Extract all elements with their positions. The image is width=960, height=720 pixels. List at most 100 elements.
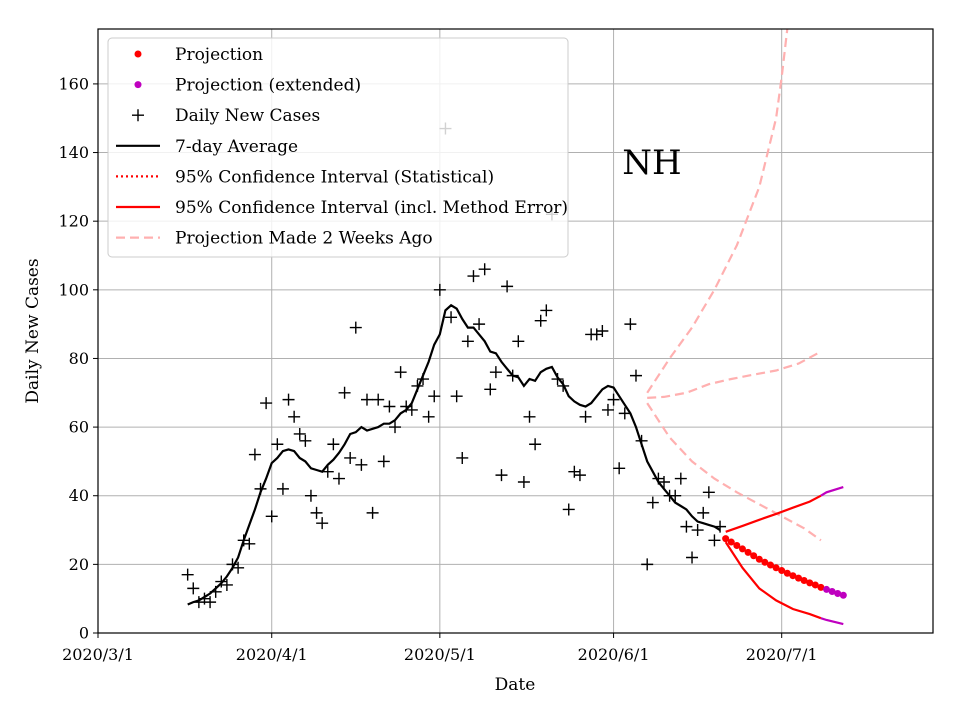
daily-cases-marker xyxy=(243,537,256,550)
plot-area xyxy=(181,29,847,626)
daily-cases-marker xyxy=(265,510,278,523)
daily-cases-marker xyxy=(372,393,385,406)
daily-cases-marker xyxy=(562,503,575,516)
daily-cases-marker xyxy=(680,520,693,533)
projection-point xyxy=(789,572,797,580)
daily-cases-marker xyxy=(360,393,373,406)
daily-cases-marker xyxy=(686,551,699,564)
daily-cases-marker xyxy=(478,263,491,276)
daily-cases-marker xyxy=(489,366,502,379)
daily-cases-marker xyxy=(596,325,609,337)
legend-handle-projection-extended xyxy=(134,81,142,89)
daily-cases-marker xyxy=(579,410,592,423)
daily-cases-marker xyxy=(523,410,536,423)
daily-cases-marker xyxy=(187,582,200,595)
projection-point xyxy=(783,569,791,577)
legend-label: 95% Confidence Interval (Statistical) xyxy=(175,167,494,187)
y-tick-label: 120 xyxy=(58,212,89,231)
daily-cases-marker xyxy=(383,400,396,413)
daily-cases-marker xyxy=(276,482,289,495)
daily-cases-marker xyxy=(394,366,407,379)
daily-cases-marker xyxy=(708,534,721,547)
projection-point xyxy=(722,535,730,543)
axes: 0 20 40 60 80 100 120 140 160 2020/3/1 2020/4/1 202… xyxy=(58,74,817,664)
projection-extended-point xyxy=(823,585,831,593)
legend-handle-daily xyxy=(132,109,144,122)
x-tick-label: 2020/4/1 xyxy=(236,645,308,664)
ci-upper-extended-line xyxy=(820,486,844,497)
x-axis-label: Date xyxy=(495,675,536,695)
daily-cases-marker xyxy=(433,283,446,296)
y-tick-label: 40 xyxy=(69,486,89,505)
legend-label: Daily New Cases xyxy=(175,106,320,126)
daily-cases-marker xyxy=(618,407,631,420)
daily-cases-marker xyxy=(254,482,267,495)
daily-cases-marker xyxy=(260,397,273,410)
legend-label: 95% Confidence Interval (incl. Method Er… xyxy=(175,198,568,218)
daily-cases-marker xyxy=(344,451,357,464)
x-tick-label: 2020/3/1 xyxy=(62,645,134,664)
daily-cases-marker xyxy=(327,438,340,451)
daily-cases-marker xyxy=(355,458,368,471)
old-projection-center xyxy=(647,350,822,399)
daily-cases-marker xyxy=(573,469,586,482)
daily-cases-marker xyxy=(495,469,508,482)
daily-cases-marker xyxy=(534,314,547,327)
daily-cases-marker xyxy=(366,506,379,519)
daily-cases-marker xyxy=(282,393,295,406)
daily-cases-marker xyxy=(629,369,642,382)
ci-lower-extended-line xyxy=(820,617,844,626)
daily-cases-marker xyxy=(691,524,704,537)
legend-handle-projection xyxy=(134,50,142,58)
daily-cases-marker xyxy=(557,379,570,392)
daily-cases-marker xyxy=(450,390,463,403)
legend-label: Projection Made 2 Weeks Ago xyxy=(175,229,433,249)
projection-point xyxy=(766,561,774,569)
legend-label: Projection xyxy=(175,45,263,65)
y-tick-label: 140 xyxy=(58,143,89,162)
daily-cases-marker xyxy=(641,558,654,571)
daily-cases-marker xyxy=(551,373,564,386)
daily-cases-marker xyxy=(304,489,317,502)
projection-point xyxy=(800,576,808,584)
daily-cases-marker xyxy=(389,421,402,434)
projection-point xyxy=(750,552,758,560)
daily-cases-marker xyxy=(512,335,525,348)
daily-cases-marker xyxy=(411,379,424,392)
daily-cases-marker xyxy=(646,496,659,509)
daily-cases-marker xyxy=(461,335,474,348)
daily-cases-marker xyxy=(506,369,519,382)
daily-cases-marker xyxy=(669,489,682,502)
projection-point xyxy=(761,558,769,566)
y-axis-label: Daily New Cases xyxy=(23,258,43,403)
daily-cases-marker xyxy=(501,280,514,293)
daily-cases-marker xyxy=(204,596,217,609)
daily-cases-marker xyxy=(299,434,312,447)
seven-day-average-line xyxy=(187,303,721,606)
projection-point xyxy=(778,567,786,575)
daily-cases-marker xyxy=(338,386,351,399)
daily-cases-marker xyxy=(271,438,284,451)
chart-title: NH xyxy=(622,143,681,183)
daily-cases-marker xyxy=(422,410,435,423)
daily-cases-marker xyxy=(293,427,306,440)
daily-cases-marker xyxy=(349,321,362,334)
daily-cases-marker xyxy=(529,438,542,451)
plot-frame xyxy=(97,28,934,634)
ci-upper-line xyxy=(725,494,822,533)
daily-cases-marker xyxy=(248,448,261,461)
daily-cases-marker xyxy=(288,410,301,423)
y-tick-label: 60 xyxy=(69,418,89,437)
projection-point xyxy=(744,548,752,556)
legend-label: 7-day Average xyxy=(175,137,298,157)
daily-cases-marker xyxy=(601,403,614,416)
daily-cases-marker xyxy=(220,578,233,591)
daily-cases-marker xyxy=(232,561,245,574)
projection-extended-point xyxy=(834,590,842,598)
x-tick-label: 2020/7/1 xyxy=(746,645,818,664)
legend-box xyxy=(107,37,569,258)
daily-cases-marker xyxy=(428,390,441,403)
daily-cases-marker xyxy=(417,373,430,386)
daily-cases-marker xyxy=(456,451,469,464)
daily-cases-marker xyxy=(607,393,620,406)
